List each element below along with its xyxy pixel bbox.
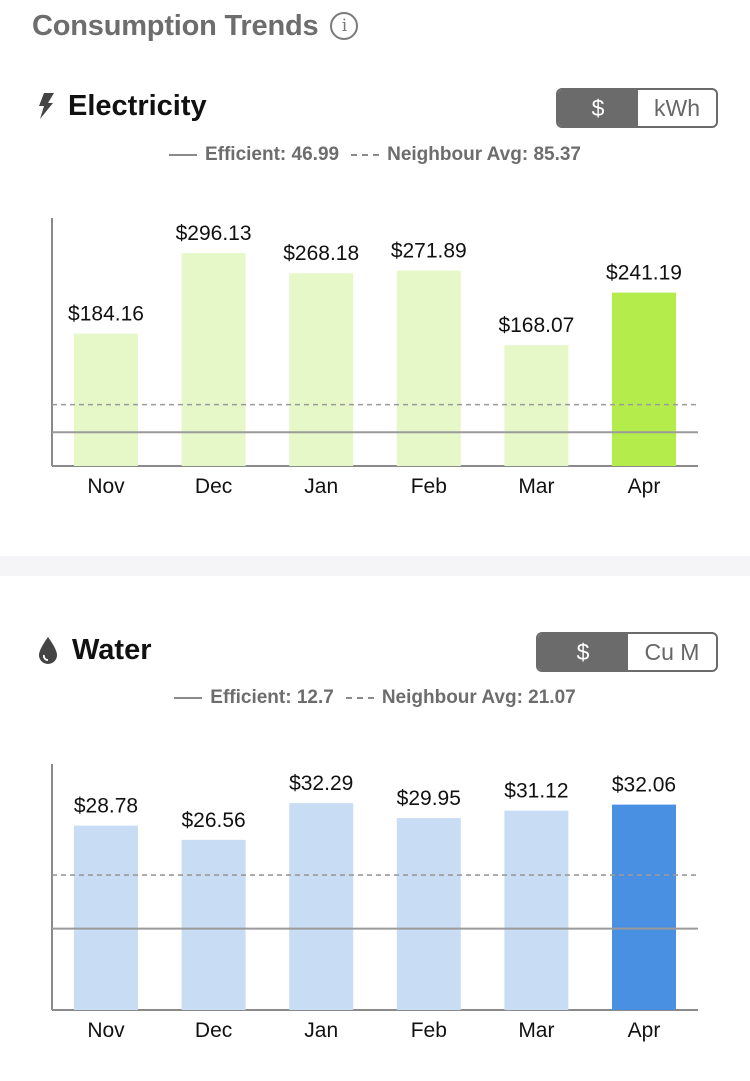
efficient-line-swatch xyxy=(168,154,197,156)
x-tick-label: Jan xyxy=(304,1019,338,1042)
data-label: $31.12 xyxy=(504,780,568,803)
x-tick-label: Apr xyxy=(628,475,661,498)
bar-dec[interactable] xyxy=(181,839,246,1010)
info-icon[interactable]: i xyxy=(330,12,359,40)
water-title: Water xyxy=(72,633,152,666)
water-unit-toggle[interactable]: $ Cu M xyxy=(536,632,718,672)
water-legend: Efficient: 12.7 Neighbour Avg: 21.07 xyxy=(0,687,750,709)
data-label: $28.78 xyxy=(74,795,138,818)
data-label: $32.29 xyxy=(289,772,353,795)
bar-feb[interactable] xyxy=(396,818,461,1010)
toggle-dollar-option[interactable]: $ xyxy=(538,634,628,670)
bar-apr[interactable] xyxy=(612,292,676,466)
water-heading: Water xyxy=(36,630,152,670)
bar-feb[interactable] xyxy=(396,270,461,466)
bar-nov[interactable] xyxy=(74,333,138,466)
bar-dec[interactable] xyxy=(181,253,246,466)
bar-mar[interactable] xyxy=(504,810,569,1010)
neighbour-legend-label: Neighbour Avg: 85.37 xyxy=(387,144,581,165)
data-label: $168.07 xyxy=(498,314,574,337)
x-tick-label: Feb xyxy=(411,475,447,498)
lightning-icon xyxy=(39,93,54,119)
neighbour-line-swatch xyxy=(351,154,380,156)
efficient-line-swatch xyxy=(174,697,203,699)
x-tick-label: Feb xyxy=(411,1019,447,1042)
data-label: $268.18 xyxy=(283,242,359,265)
electricity-chart: $184.16 Nov $296.13 Dec $268.18 Jan $271.89 Feb… xyxy=(51,218,698,498)
toggle-dollar-option[interactable]: $ xyxy=(558,90,638,126)
page-title: Consumption Trends xyxy=(32,9,319,42)
water-section: Water $ Cu M Efficient: 12.7 Neighbour A… xyxy=(0,576,750,1081)
data-label: $296.13 xyxy=(176,222,252,245)
section-divider xyxy=(0,556,750,576)
electricity-unit-toggle[interactable]: $ kWh xyxy=(556,88,718,128)
electricity-legend: Efficient: 46.99 Neighbour Avg: 85.37 xyxy=(0,144,750,166)
electricity-title: Electricity xyxy=(68,89,207,122)
x-tick-label: Dec xyxy=(195,475,232,498)
x-tick-label: Nov xyxy=(87,475,125,498)
efficient-legend-label: Efficient: 46.99 xyxy=(204,144,340,165)
data-label: $26.56 xyxy=(181,809,245,832)
toggle-cubic-meter-option[interactable]: Cu M xyxy=(644,638,700,665)
water-drop-icon xyxy=(39,637,57,664)
data-label: $271.89 xyxy=(391,240,467,263)
x-tick-label: Mar xyxy=(518,1019,554,1042)
water-chart: $28.78 Nov $26.56 Dec $32.29 Jan $29.95 Feb $31.… xyxy=(51,764,698,1042)
electricity-section: Electricity $ kWh Efficient: 46.99 Neigh… xyxy=(0,70,750,556)
neighbour-line-swatch xyxy=(345,697,374,699)
x-tick-label: Dec xyxy=(195,1019,232,1042)
bar-jan[interactable] xyxy=(289,803,354,1010)
bar-mar[interactable] xyxy=(504,345,569,466)
data-label: $241.19 xyxy=(606,262,682,285)
x-tick-label: Jan xyxy=(304,475,338,498)
bar-apr[interactable] xyxy=(612,804,676,1010)
x-tick-label: Mar xyxy=(518,475,554,498)
data-label: $29.95 xyxy=(397,787,461,810)
data-label: $32.06 xyxy=(612,774,676,797)
bar-nov[interactable] xyxy=(74,825,138,1010)
x-tick-label: Nov xyxy=(87,1019,125,1042)
neighbour-legend-label: Neighbour Avg: 21.07 xyxy=(381,687,576,708)
page-header: Consumption Trends i xyxy=(32,6,359,46)
bar-jan[interactable] xyxy=(289,273,354,466)
x-tick-label: Apr xyxy=(628,1019,661,1042)
electricity-heading: Electricity xyxy=(36,86,207,126)
efficient-legend-label: Efficient: 12.7 xyxy=(210,687,334,708)
toggle-kwh-option[interactable]: kWh xyxy=(654,94,700,121)
data-label: $184.16 xyxy=(68,303,144,326)
